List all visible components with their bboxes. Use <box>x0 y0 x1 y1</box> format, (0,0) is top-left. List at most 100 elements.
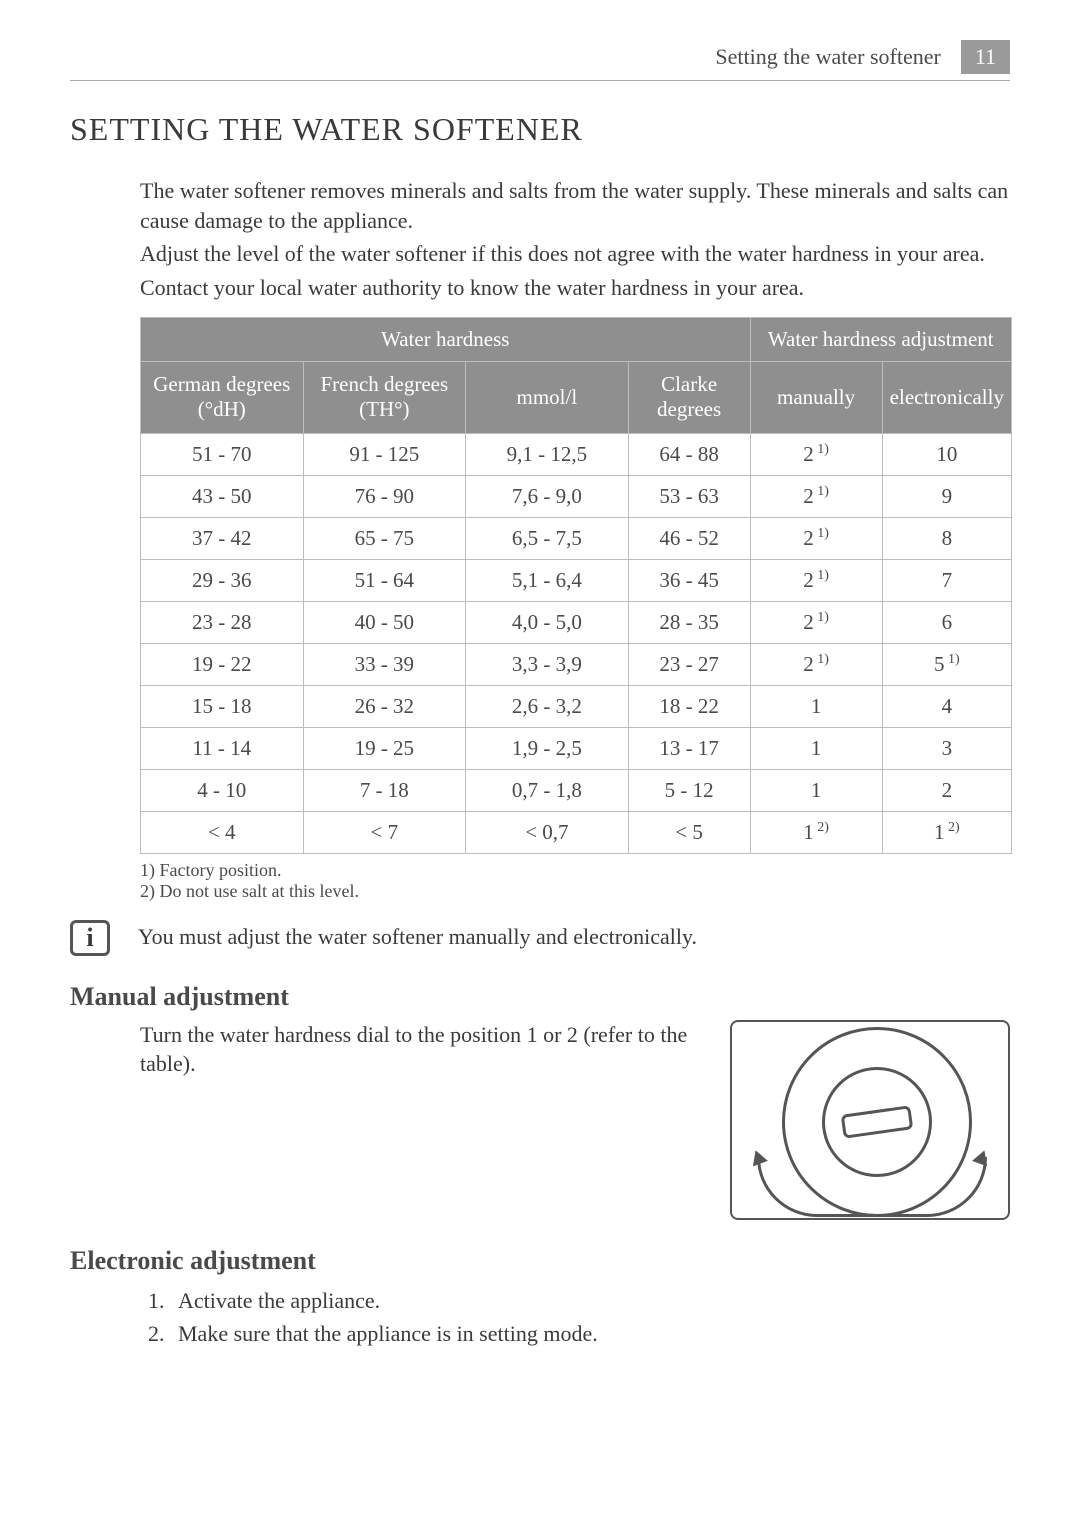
cell-sup: 1) <box>814 568 829 583</box>
table-row: 4 - 107 - 180,7 - 1,85 - 1212 <box>141 769 1012 811</box>
electronic-steps: Activate the appliance. Make sure that t… <box>170 1284 1010 1350</box>
table-row: 43 - 5076 - 907,6 - 9,053 - 632 1)9 <box>141 475 1012 517</box>
cell-clarke: 5 - 12 <box>628 769 750 811</box>
cell-th: 33 - 39 <box>303 643 466 685</box>
cell-sup: 1) <box>814 652 829 667</box>
cell-mmol: 9,1 - 12,5 <box>466 433 629 475</box>
cell-sup: 1) <box>814 484 829 499</box>
manual-text: Turn the water hardness dial to the posi… <box>140 1020 700 1079</box>
th-manual: manually <box>750 361 882 433</box>
table-row: 37 - 4265 - 756,5 - 7,546 - 522 1)8 <box>141 517 1012 559</box>
info-note-text: You must adjust the water softener manua… <box>138 920 697 950</box>
cell-man: 1 <box>750 769 882 811</box>
cell-dh: < 4 <box>141 811 304 853</box>
step-1: Activate the appliance. <box>170 1284 1010 1317</box>
cell-clarke: 53 - 63 <box>628 475 750 517</box>
th-adjustment: Water hardness adjustment <box>750 317 1011 361</box>
step-2: Make sure that the appliance is in setti… <box>170 1317 1010 1350</box>
cell-th: 91 - 125 <box>303 433 466 475</box>
intro-text: The water softener removes minerals and … <box>140 176 1010 303</box>
table-row: 29 - 3651 - 645,1 - 6,436 - 452 1)7 <box>141 559 1012 601</box>
cell-elec: 1 2) <box>882 811 1011 853</box>
cell-clarke: 46 - 52 <box>628 517 750 559</box>
manual-heading: Manual adjustment <box>70 982 1010 1012</box>
cell-th: 65 - 75 <box>303 517 466 559</box>
cell-dh: 15 - 18 <box>141 685 304 727</box>
cell-dh: 23 - 28 <box>141 601 304 643</box>
cell-mmol: 1,9 - 2,5 <box>466 727 629 769</box>
table-row: 19 - 2233 - 393,3 - 3,923 - 272 1)5 1) <box>141 643 1012 685</box>
cell-elec: 8 <box>882 517 1011 559</box>
th-electronic: electronically <box>882 361 1011 433</box>
th-dh: German degrees (°dH) <box>141 361 304 433</box>
cell-elec: 6 <box>882 601 1011 643</box>
footnote-1: 1) Factory position. <box>140 860 1010 881</box>
cell-clarke: 23 - 27 <box>628 643 750 685</box>
cell-dh: 29 - 36 <box>141 559 304 601</box>
cell-mmol: 4,0 - 5,0 <box>466 601 629 643</box>
th-hardness: Water hardness <box>141 317 751 361</box>
cell-mmol: < 0,7 <box>466 811 629 853</box>
table-row: 23 - 2840 - 504,0 - 5,028 - 352 1)6 <box>141 601 1012 643</box>
cell-sup: 2) <box>944 820 959 835</box>
cell-dh: 37 - 42 <box>141 517 304 559</box>
cell-mmol: 5,1 - 6,4 <box>466 559 629 601</box>
th-clarke: Clarke degrees <box>628 361 750 433</box>
cell-dh: 43 - 50 <box>141 475 304 517</box>
intro-p3: Contact your local water authority to kn… <box>140 273 1010 303</box>
table-row: 11 - 1419 - 251,9 - 2,513 - 1713 <box>141 727 1012 769</box>
cell-sup: 1) <box>814 442 829 457</box>
intro-p2: Adjust the level of the water softener i… <box>140 239 1010 269</box>
cell-sup: 2) <box>814 820 829 835</box>
th-mmol: mmol/l <box>466 361 629 433</box>
table-row: < 4< 7< 0,7< 51 2)1 2) <box>141 811 1012 853</box>
cell-man: 2 1) <box>750 559 882 601</box>
cell-th: 7 - 18 <box>303 769 466 811</box>
cell-elec: 3 <box>882 727 1011 769</box>
cell-man: 1 2) <box>750 811 882 853</box>
electronic-heading: Electronic adjustment <box>70 1246 1010 1276</box>
cell-sup: 1) <box>944 652 959 667</box>
cell-th: < 7 <box>303 811 466 853</box>
cell-dh: 4 - 10 <box>141 769 304 811</box>
dial-illustration <box>730 1020 1010 1220</box>
cell-clarke: 28 - 35 <box>628 601 750 643</box>
cell-th: 19 - 25 <box>303 727 466 769</box>
page-number: 11 <box>961 40 1010 74</box>
info-icon: i <box>70 920 110 956</box>
cell-mmol: 3,3 - 3,9 <box>466 643 629 685</box>
cell-clarke: 64 - 88 <box>628 433 750 475</box>
intro-p1: The water softener removes minerals and … <box>140 176 1010 235</box>
cell-man: 2 1) <box>750 601 882 643</box>
cell-clarke: 36 - 45 <box>628 559 750 601</box>
cell-sup: 1) <box>814 526 829 541</box>
cell-mmol: 7,6 - 9,0 <box>466 475 629 517</box>
cell-man: 2 1) <box>750 475 882 517</box>
info-note-row: i You must adjust the water softener man… <box>70 920 1010 956</box>
cell-elec: 10 <box>882 433 1011 475</box>
cell-man: 1 <box>750 685 882 727</box>
cell-mmol: 6,5 - 7,5 <box>466 517 629 559</box>
cell-man: 2 1) <box>750 643 882 685</box>
cell-dh: 19 - 22 <box>141 643 304 685</box>
cell-clarke: 18 - 22 <box>628 685 750 727</box>
cell-elec: 5 1) <box>882 643 1011 685</box>
cell-elec: 4 <box>882 685 1011 727</box>
running-title: Setting the water softener <box>715 44 940 70</box>
th-th: French degrees (TH°) <box>303 361 466 433</box>
table-row: 15 - 1826 - 322,6 - 3,218 - 2214 <box>141 685 1012 727</box>
cell-elec: 9 <box>882 475 1011 517</box>
cell-man: 2 1) <box>750 433 882 475</box>
cell-dh: 11 - 14 <box>141 727 304 769</box>
cell-th: 40 - 50 <box>303 601 466 643</box>
cell-elec: 7 <box>882 559 1011 601</box>
cell-th: 26 - 32 <box>303 685 466 727</box>
page-header: Setting the water softener 11 <box>70 40 1010 81</box>
cell-mmol: 2,6 - 3,2 <box>466 685 629 727</box>
cell-dh: 51 - 70 <box>141 433 304 475</box>
cell-clarke: 13 - 17 <box>628 727 750 769</box>
hardness-table: Water hardness Water hardness adjustment… <box>140 317 1012 854</box>
cell-man: 2 1) <box>750 517 882 559</box>
cell-mmol: 0,7 - 1,8 <box>466 769 629 811</box>
table-row: 51 - 7091 - 1259,1 - 12,564 - 882 1)10 <box>141 433 1012 475</box>
